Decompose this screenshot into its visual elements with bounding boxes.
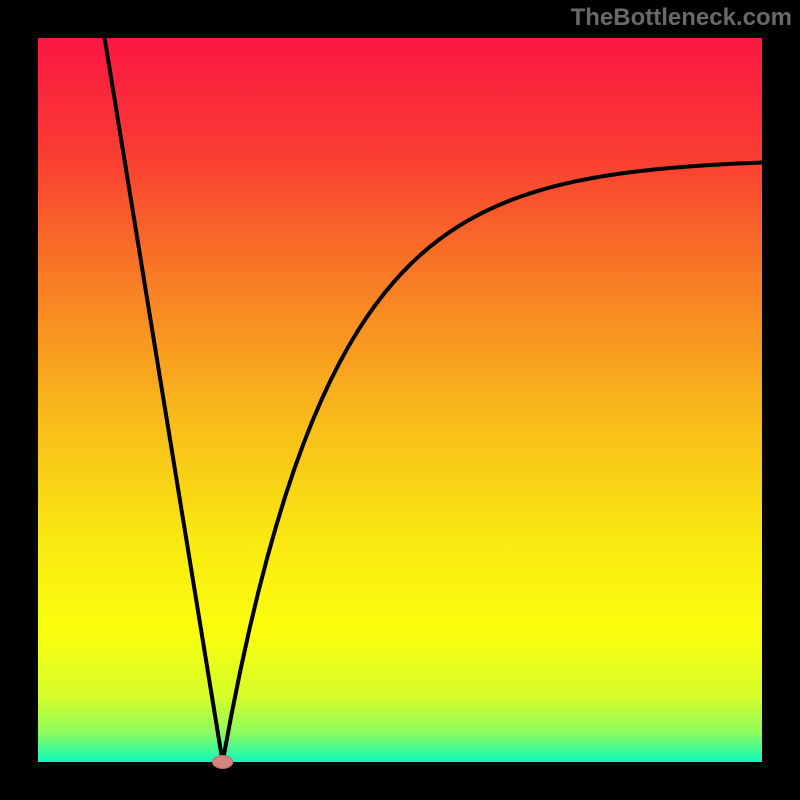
optimum-marker [212,755,232,768]
plot-area [38,38,762,762]
watermark-text: TheBottleneck.com [571,4,792,32]
bottleneck-chart [0,0,800,800]
